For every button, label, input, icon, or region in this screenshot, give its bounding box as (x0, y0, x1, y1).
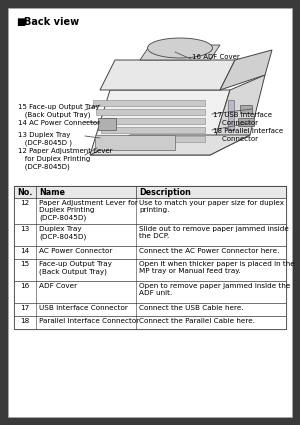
Text: Back view: Back view (24, 17, 79, 27)
Bar (14, 224, 286, 246)
Bar (14, 186, 286, 329)
Text: No.: No. (17, 187, 33, 196)
Text: Connect the USB Cable here.: Connect the USB Cable here. (139, 305, 244, 311)
Text: 15: 15 (20, 261, 30, 267)
Text: 13 Duplex Tray
   (DCP-8045D ): 13 Duplex Tray (DCP-8045D ) (18, 132, 72, 146)
Text: Open it when thicker paper is placed in the
MP tray or Manual feed tray.: Open it when thicker paper is placed in … (139, 261, 295, 274)
Text: ■: ■ (16, 17, 25, 27)
Text: Use to match your paper size for duplex
printing.: Use to match your paper size for duplex … (139, 200, 284, 213)
Text: 16: 16 (20, 283, 30, 289)
Text: Description: Description (139, 187, 191, 196)
Polygon shape (90, 90, 230, 155)
Bar (14, 246, 286, 259)
Bar (238, 118, 254, 126)
Polygon shape (96, 109, 205, 115)
Polygon shape (90, 135, 250, 155)
Polygon shape (101, 127, 205, 133)
Bar (14, 281, 286, 303)
Text: 17: 17 (20, 305, 30, 311)
Text: Open to remove paper jammed inside the
ADF unit.: Open to remove paper jammed inside the A… (139, 283, 290, 296)
Text: 14: 14 (20, 248, 30, 254)
Bar (14, 316, 286, 329)
Text: Connect the AC Power Connector here.: Connect the AC Power Connector here. (139, 248, 279, 254)
Bar (228, 100, 234, 130)
Text: 15 Face-up Output Tray
   (Back Output Tray): 15 Face-up Output Tray (Back Output Tray… (18, 104, 100, 118)
Bar (14, 186, 286, 198)
Text: Duplex Tray
(DCP-8045D): Duplex Tray (DCP-8045D) (39, 226, 86, 240)
Polygon shape (210, 75, 265, 155)
Text: 18: 18 (20, 318, 30, 324)
Text: Paper Adjustment Lever for
Duplex Printing
(DCP-8045D): Paper Adjustment Lever for Duplex Printi… (39, 200, 138, 221)
Text: Connect the Parallel Cable here.: Connect the Parallel Cable here. (139, 318, 255, 324)
Text: Parallel Interface Connector: Parallel Interface Connector (39, 318, 139, 324)
Polygon shape (95, 135, 175, 150)
Text: 16 ADF Cover: 16 ADF Cover (192, 54, 240, 60)
Text: 18 Parallel Interface
    Connector: 18 Parallel Interface Connector (213, 128, 283, 142)
Text: 13: 13 (20, 226, 30, 232)
Text: 12 Paper Adjustment Lever
   for Duplex Printing
   (DCP-8045D): 12 Paper Adjustment Lever for Duplex Pri… (18, 148, 112, 170)
Text: 17 USB Interface
    Connector: 17 USB Interface Connector (213, 112, 272, 125)
Bar (14, 198, 286, 224)
Text: 12: 12 (20, 200, 30, 206)
Bar (98, 118, 116, 130)
Text: 14 AC Power Connector: 14 AC Power Connector (18, 120, 100, 126)
Bar (14, 259, 286, 281)
Text: Slide out to remove paper jammed inside
the DCP.: Slide out to remove paper jammed inside … (139, 226, 289, 239)
Polygon shape (93, 100, 205, 106)
Bar (240, 105, 252, 113)
Bar (14, 303, 286, 316)
Text: ADF Cover: ADF Cover (39, 283, 77, 289)
Polygon shape (99, 118, 205, 124)
Polygon shape (140, 45, 220, 60)
Ellipse shape (148, 38, 212, 58)
Text: AC Power Connector: AC Power Connector (39, 248, 112, 254)
Text: Face-up Output Tray
(Back Output Tray): Face-up Output Tray (Back Output Tray) (39, 261, 112, 275)
Polygon shape (104, 136, 205, 142)
Polygon shape (220, 50, 272, 90)
Text: USB Interface Connector: USB Interface Connector (39, 305, 128, 311)
Text: Name: Name (39, 187, 65, 196)
Polygon shape (100, 60, 235, 90)
